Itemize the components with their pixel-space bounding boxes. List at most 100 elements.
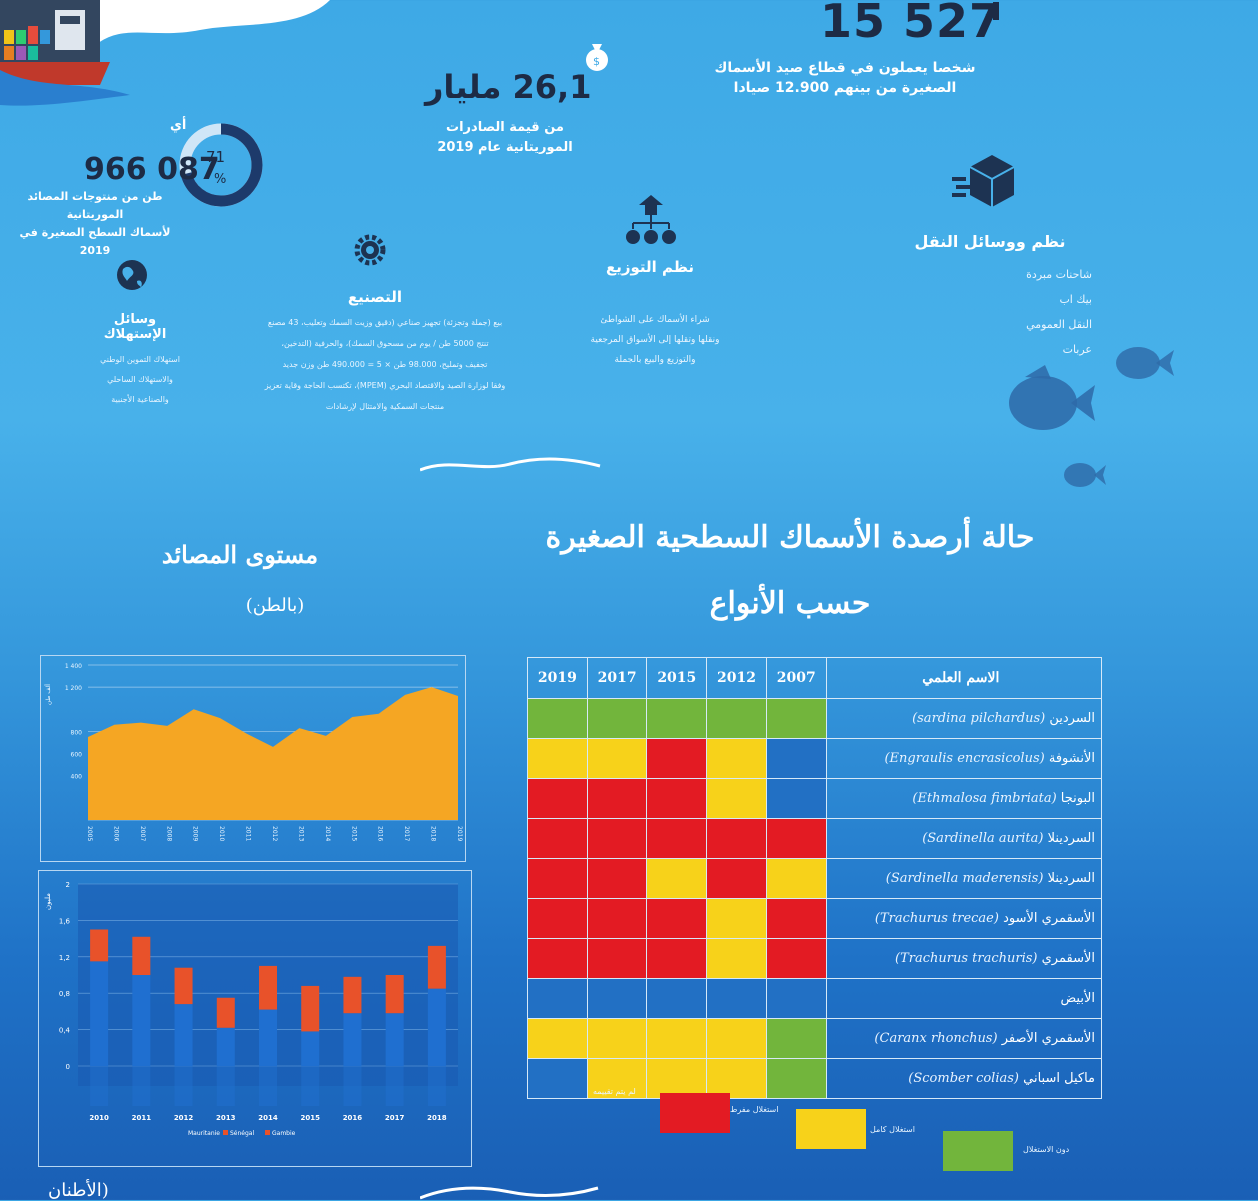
status-cell — [766, 739, 826, 779]
y-axis-label: مليون — [44, 893, 52, 910]
export-caption-line2: الموريتانية عام 2019 — [430, 138, 580, 158]
workers-icon: x — [985, 2, 1007, 24]
x-tick-label: 2011 — [132, 1114, 152, 1122]
y-tick-label: 1,2 — [59, 954, 70, 962]
year-header: 2019 — [528, 658, 588, 699]
y-tick-label: 1 400 — [65, 663, 82, 670]
legend-label: Gambie — [272, 1130, 296, 1137]
stock-status-table: 2019 2017 2015 2012 2007 الاسم العلمي ال… — [527, 657, 1102, 1099]
x-tick-label: 2015 — [350, 826, 357, 841]
status-cell — [647, 699, 707, 739]
legend-under-exploited-swatch — [943, 1131, 1013, 1171]
species-arabic-name: الأسقمري الأسود — [999, 911, 1095, 926]
distribution-text-line: ونقلها وتقلها إلى الأسواق المرجعية — [555, 330, 755, 350]
y-tick-label: 600 — [71, 752, 83, 759]
status-cell — [587, 1019, 647, 1059]
status-cell — [528, 859, 588, 899]
bar-segment — [175, 968, 193, 1004]
x-tick-label: 2006 — [112, 826, 119, 841]
export-value: 26,1 مليار — [425, 68, 591, 106]
x-tick-label: 2013 — [216, 1114, 236, 1122]
species-scientific-name: (Trachurus trecae) — [875, 911, 999, 926]
distribution-text-line: والتوزيع والبيع بالجملة — [555, 350, 755, 370]
status-cell — [587, 979, 647, 1019]
bar-segment — [428, 989, 446, 1066]
transport-title: نظم ووسائل النقل — [905, 232, 1075, 251]
species-scientific-name: (Ethmalosa fimbriata) — [912, 791, 1056, 806]
species-name-cell: السردينلا (Sardinella maderensis) — [826, 859, 1101, 899]
gear-icon — [352, 232, 388, 272]
status-cell — [528, 939, 588, 979]
workers-caption-line1: شخصا يعملون في قطاع صيد الأسماك — [700, 58, 990, 78]
bar-segment — [175, 1004, 193, 1066]
y-tick-label: 1,6 — [59, 917, 71, 925]
transport-item: عربات — [980, 337, 1092, 362]
bar-segment — [217, 998, 235, 1028]
workers-caption: شخصا يعملون في قطاع صيد الأسماك الصغيرة … — [700, 58, 990, 98]
bar-segment — [301, 1031, 319, 1066]
consumption-title: وسائل الإستهلاك — [85, 312, 185, 342]
distribution-text-line: شراء الأسماك على الشواطئ — [555, 310, 755, 330]
species-arabic-name: الأسقمري الأصفر — [998, 1031, 1095, 1046]
species-scientific-name: (Engraulis encrasicolus) — [884, 751, 1044, 766]
status-cell — [647, 1019, 707, 1059]
species-arabic-name: البونجا — [1057, 791, 1095, 806]
consumption-text-line: والاستهلاك الساحلي — [85, 370, 195, 390]
status-cell — [528, 699, 588, 739]
bar-base — [175, 1066, 193, 1106]
year-header: 2017 — [587, 658, 647, 699]
scientific-name-header: الاسم العلمي — [826, 658, 1101, 699]
species-scientific-name: (sardina pilchardus) — [912, 711, 1045, 726]
species-arabic-name: الأسقمري — [1038, 951, 1096, 966]
y-tick-label: 800 — [71, 729, 83, 736]
x-tick-label: 2013 — [297, 826, 304, 841]
bar-segment — [217, 1028, 235, 1066]
bar-segment — [428, 946, 446, 989]
status-cell — [528, 739, 588, 779]
status-cell — [647, 939, 707, 979]
bar-base — [428, 1066, 446, 1106]
status-cell — [587, 859, 647, 899]
status-cell — [707, 899, 767, 939]
wave-divider — [420, 452, 602, 476]
legend-fully-exploited-label: استغلال كامل — [870, 1125, 915, 1134]
table-row: الأسقمري الأسود (Trachurus trecae) — [528, 899, 1102, 939]
y-tick-label: 1 200 — [65, 685, 82, 692]
catch-level-title: مستوى المصائد — [160, 540, 320, 569]
fish-icon — [1060, 455, 1106, 495]
svg-text:$: $ — [593, 55, 600, 68]
status-cell — [707, 1019, 767, 1059]
x-tick-label: 2016 — [377, 826, 384, 841]
bar-segment — [259, 1010, 277, 1066]
status-cell — [587, 939, 647, 979]
legend-swatch — [265, 1130, 270, 1135]
species-name-cell: السردينلا (Sardinella aurita) — [826, 819, 1101, 859]
processing-text: بيع (جملة وتجزئة) تجهيز صناعي (دقيق وزيت… — [215, 312, 555, 417]
status-cell — [647, 819, 707, 859]
tonnage-caption: طن من منتوجات المصائد الموريتانية لأسماك… — [10, 188, 180, 260]
legend-fully-exploited-swatch — [796, 1109, 866, 1149]
stock-status-title-line2: حسب الأنواع — [520, 571, 1060, 637]
status-cell — [707, 979, 767, 1019]
status-cell — [707, 939, 767, 979]
species-name-cell: الأسقمري الأصفر (Caranx rhonchus) — [826, 1019, 1101, 1059]
percent-prefix: أي — [170, 118, 186, 133]
x-tick-label: 2016 — [343, 1114, 363, 1122]
transport-item: بيك اب — [980, 287, 1092, 312]
area-series — [88, 687, 458, 820]
legend-label: Sénégal — [230, 1130, 254, 1137]
svg-text:x: x — [985, 12, 991, 23]
processing-title: التصنيع — [320, 288, 430, 306]
fish-icon — [1005, 365, 1095, 447]
consumption-text-line: والصناعية الأجنبية — [85, 390, 195, 410]
y-tick-label: 0,8 — [59, 990, 70, 998]
status-cell — [587, 819, 647, 859]
x-tick-label: 2017 — [385, 1114, 405, 1122]
bar-segment — [132, 975, 150, 1066]
bar-base — [217, 1066, 235, 1106]
species-scientific-name: (Sardinella maderensis) — [886, 871, 1044, 886]
status-cell — [766, 819, 826, 859]
species-arabic-name: السردين — [1045, 711, 1095, 726]
status-cell — [707, 699, 767, 739]
